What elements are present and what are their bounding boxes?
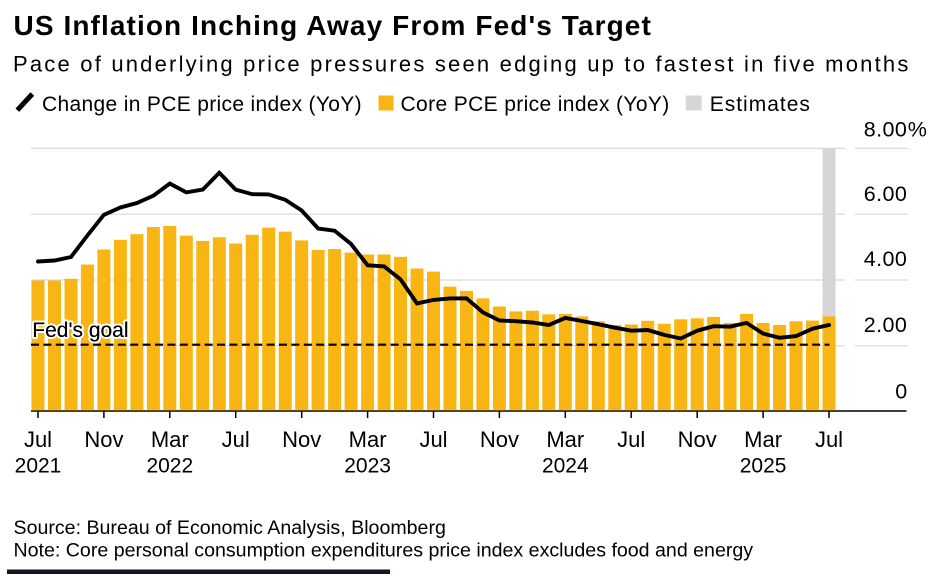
svg-text:Fed's goal: Fed's goal bbox=[32, 319, 128, 342]
svg-text:2022: 2022 bbox=[146, 455, 193, 478]
svg-text:Jul: Jul bbox=[815, 427, 843, 452]
svg-text:Mar: Mar bbox=[151, 427, 189, 452]
svg-text:Core PCE price index (YoY): Core PCE price index (YoY) bbox=[401, 93, 670, 116]
svg-text:2023: 2023 bbox=[344, 455, 391, 478]
svg-text:2021: 2021 bbox=[15, 455, 62, 478]
svg-text:4.00: 4.00 bbox=[864, 247, 907, 271]
svg-text:Nov: Nov bbox=[678, 427, 717, 452]
svg-text:Mar: Mar bbox=[349, 427, 387, 452]
svg-text:Estimates: Estimates bbox=[710, 93, 811, 116]
svg-text:2.00: 2.00 bbox=[864, 313, 907, 337]
svg-text:2025: 2025 bbox=[740, 455, 787, 478]
svg-text:Nov: Nov bbox=[84, 427, 123, 452]
svg-text:Nov: Nov bbox=[282, 427, 321, 452]
svg-text:Fed's goal: Fed's goal bbox=[32, 319, 128, 342]
svg-text:Jul: Jul bbox=[24, 427, 52, 452]
svg-text:8.00: 8.00 bbox=[864, 118, 907, 142]
svg-text:Pace of underlying price press: Pace of underlying price pressures seen … bbox=[13, 51, 911, 76]
svg-text:Note: Core personal consumptio: Note: Core personal consumption expendit… bbox=[14, 539, 754, 561]
svg-text:Nov: Nov bbox=[480, 427, 519, 452]
svg-text:Source: Bureau of Economic Ana: Source: Bureau of Economic Analysis, Blo… bbox=[14, 517, 446, 539]
svg-text:6.00: 6.00 bbox=[864, 182, 907, 206]
svg-text:US Inflation Inching Away From: US Inflation Inching Away From Fed's Tar… bbox=[14, 10, 652, 41]
svg-text:0: 0 bbox=[895, 380, 907, 404]
svg-text:Jul: Jul bbox=[419, 427, 447, 452]
svg-text:2024: 2024 bbox=[542, 455, 589, 478]
svg-text:%: % bbox=[908, 118, 927, 142]
svg-text:Jul: Jul bbox=[617, 427, 645, 452]
svg-text:Change in PCE price index (YoY: Change in PCE price index (YoY) bbox=[42, 93, 362, 116]
svg-text:Jul: Jul bbox=[222, 427, 250, 452]
svg-text:Mar: Mar bbox=[744, 427, 782, 452]
svg-text:Mar: Mar bbox=[546, 427, 584, 452]
